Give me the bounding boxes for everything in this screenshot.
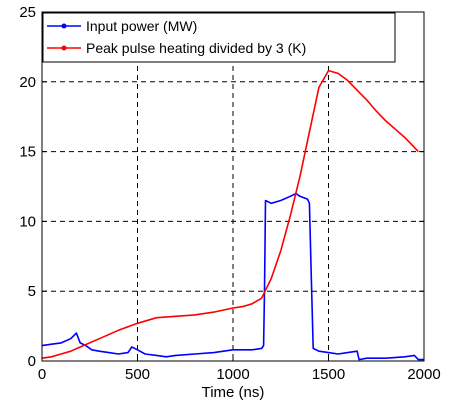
series-line-1 bbox=[41, 192, 424, 361]
y-tick-label: 10 bbox=[19, 213, 36, 230]
legend: Input power (MW) Peak pulse heating divid… bbox=[42, 12, 396, 63]
x-axis-label: Time (ns) bbox=[202, 384, 265, 401]
y-tick-label: 0 bbox=[28, 353, 36, 370]
y-tick-label: 15 bbox=[19, 144, 36, 161]
x-tick-label: 1000 bbox=[216, 366, 249, 383]
legend-marker-1 bbox=[61, 23, 67, 29]
y-tick-label: 20 bbox=[19, 74, 36, 91]
legend-marker-2 bbox=[61, 45, 67, 51]
x-tick-label: 1500 bbox=[312, 366, 345, 383]
legend-box bbox=[42, 12, 396, 63]
y-tick-label: 25 bbox=[19, 4, 36, 21]
tick-group: 0 500 1000 1500 2000 0 5 10 15 20 25 bbox=[19, 4, 440, 383]
x-tick-label: 0 bbox=[38, 366, 46, 383]
series-group bbox=[41, 69, 424, 361]
series-line-2 bbox=[41, 69, 419, 359]
legend-label-1: Input power (MW) bbox=[86, 18, 197, 34]
legend-label-2: Peak pulse heating divided by 3 (K) bbox=[86, 40, 306, 56]
y-tick-label: 5 bbox=[28, 283, 36, 300]
x-tick-label: 500 bbox=[125, 366, 150, 383]
x-tick-label: 2000 bbox=[407, 366, 440, 383]
